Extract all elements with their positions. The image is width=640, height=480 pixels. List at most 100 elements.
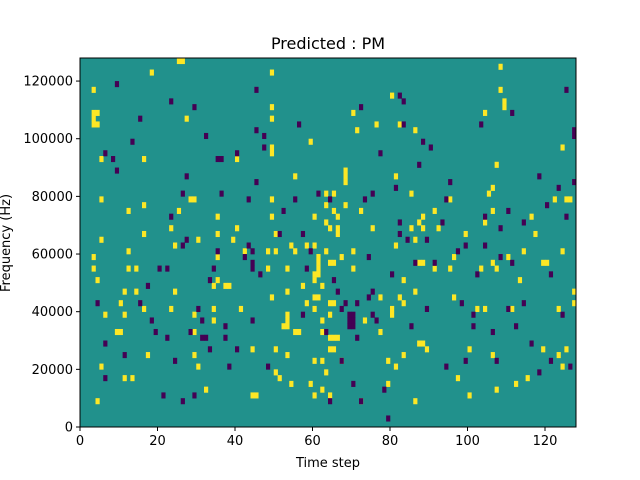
heatmap-cell-high [486,190,492,197]
heatmap-cell-high [568,196,573,203]
heatmap-cell-high [95,109,100,116]
heatmap-cell-high [401,277,406,284]
heatmap-cell-high [293,328,298,336]
heatmap-cell-high [169,225,174,232]
heatmap-cell-high [521,248,526,255]
heatmap-cell-low [165,334,170,341]
heatmap-cell-high [409,190,414,197]
heatmap-cell-low [180,398,185,405]
heatmap-cell-high [390,92,395,99]
heatmap-cell-high [95,277,100,284]
heatmap-cell-high [192,328,197,336]
heatmap-cell-high [173,242,178,249]
heatmap-cell-low [545,202,550,209]
heatmap-cell-high [126,248,131,255]
heatmap-cell-high [564,196,569,203]
heatmap-cell-high [324,190,329,197]
heatmap-cell-high [467,346,472,353]
heatmap-cell-low [463,242,468,249]
heatmap-cell-high [130,375,135,382]
heatmap-cell-low [359,398,364,405]
heatmap-cell-high [533,230,538,238]
heatmap-cell-low [215,248,220,255]
heatmap-cell-low [254,86,259,93]
heatmap-cell-low [572,127,577,134]
heatmap-cell-high [331,207,337,214]
heatmap-cell-high [235,156,240,163]
heatmap-cell-high [231,236,236,243]
heatmap-cell-low [537,173,542,180]
heatmap-cell-low [521,219,526,226]
heatmap-cell-high [417,259,422,266]
heatmap-cell-high [215,277,220,284]
heatmap-cell-low [409,323,414,330]
heatmap-cell-high [432,265,437,272]
heatmap-cell-low [235,346,240,353]
heatmap-cell-high [541,259,546,266]
heatmap-cell-high [343,167,348,174]
heatmap-cell-high [285,352,290,359]
heatmap-cell-low [471,323,476,330]
heatmap-cell-low [463,357,468,364]
heatmap-cell-high [91,109,96,116]
heatmap-cell-high [211,317,216,324]
heatmap-cell-low [266,363,271,370]
heatmap-cell-high [269,69,275,76]
heatmap-cell-high [91,254,96,261]
heatmap-cell-low [297,121,302,128]
heatmap-cell-high [242,248,247,255]
heatmap-cell-low [300,311,306,318]
heatmap-cell-high [328,225,333,232]
heatmap-cell-high [463,230,468,238]
heatmap-cell-high [293,173,298,180]
heatmap-cell-high [483,219,488,226]
heatmap-cell-high [362,317,368,324]
heatmap-cell-high [269,115,275,122]
heatmap-cell-low [444,363,449,370]
heatmap-cell-high [386,357,391,364]
heatmap-cell-high [386,380,391,387]
heatmap-cell-low [281,207,286,214]
heatmap-cell-high [204,386,209,393]
heatmap-cell-low [184,173,189,180]
heatmap-cell-high [335,225,340,232]
heatmap-cell-high [324,202,329,209]
heatmap-cell-low [370,311,375,318]
heatmap-cell-low [211,265,216,272]
heatmap-cell-high [142,305,147,312]
heatmap-cell-high [312,213,317,220]
heatmap-cell-high [328,300,333,307]
heatmap-cell-high [413,288,418,295]
heatmap-cell-low [173,357,178,364]
heatmap-cell-high [142,156,147,163]
heatmap-cell-low [254,127,259,134]
heatmap-cell-high [273,346,278,353]
heatmap-cell-low [200,317,205,324]
heatmap-cell-low [343,300,348,307]
heatmap-cell-high [238,305,244,312]
heatmap-cell-high [312,294,317,301]
heatmap-cell-low [483,242,488,249]
heatmap-cell-high [397,121,402,128]
heatmap-cell-high [479,265,484,272]
heatmap-cell-low [347,323,352,330]
heatmap-cell-high [514,380,519,387]
heatmap-cell-low [370,190,375,197]
y-tick-label: 120000 [23,75,73,90]
heatmap-cell-high [118,328,123,336]
heatmap-cell-low [529,340,534,347]
heatmap-cell-low [258,271,263,278]
heatmap-cell-low [424,305,430,312]
heatmap-cell-high [393,173,399,180]
heatmap-cell-low [308,248,313,255]
heatmap-cell-low [537,369,542,376]
heatmap-cell-high [312,271,317,278]
heatmap-cell-low [498,254,503,261]
heatmap-cell-high [196,363,201,370]
heatmap-cell-high [223,282,228,289]
heatmap-cell-low [560,311,565,318]
x-tick-label: 60 [304,434,321,449]
heatmap-cell-low [262,132,267,140]
heatmap-cell-high [490,207,495,214]
heatmap-cell-high [374,121,379,128]
